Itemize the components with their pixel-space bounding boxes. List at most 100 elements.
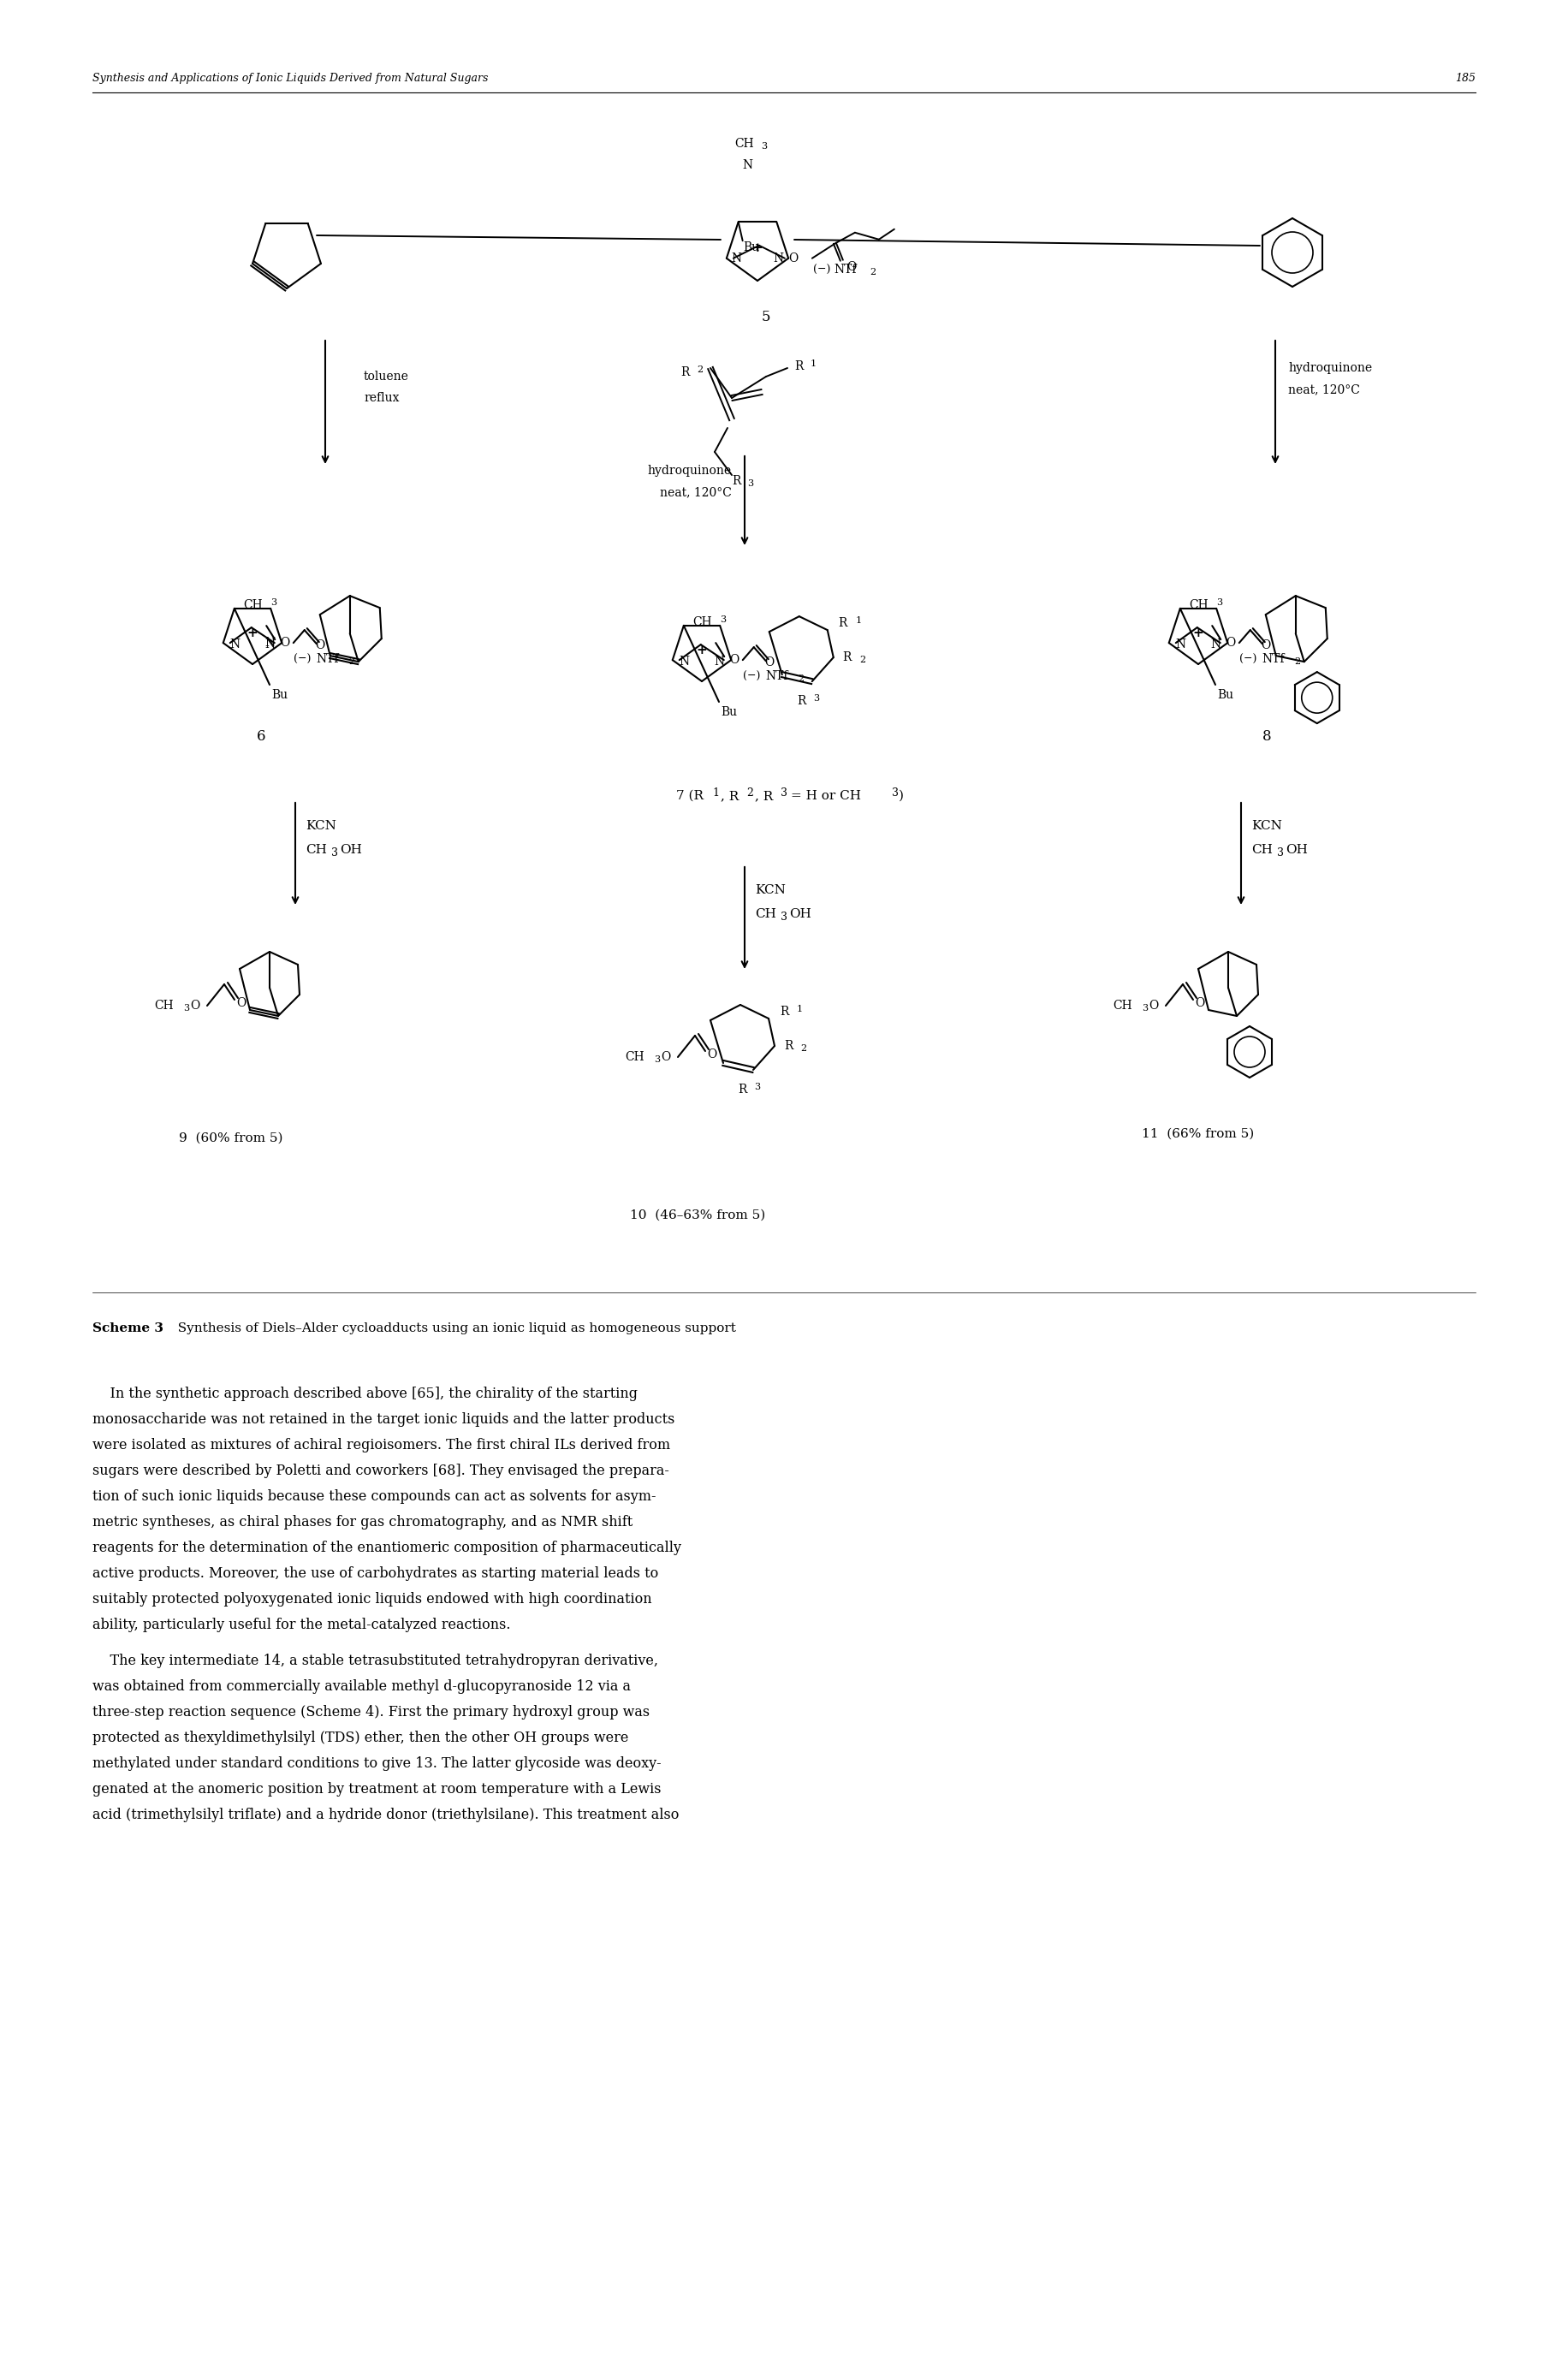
Text: 3: 3 (892, 786, 898, 798)
Text: (−): (−) (293, 653, 310, 665)
Text: (−): (−) (1239, 653, 1256, 665)
Text: 2: 2 (798, 675, 804, 682)
Text: protected as thexyldimethylsilyl (TDS) ether, then the other OH groups were: protected as thexyldimethylsilyl (TDS) e… (93, 1730, 629, 1746)
Text: +: + (248, 627, 259, 639)
Text: = H or CH: = H or CH (790, 789, 861, 803)
Text: O: O (1261, 639, 1270, 651)
Text: OH: OH (1286, 843, 1308, 855)
Text: 3: 3 (1276, 846, 1284, 858)
Text: CH: CH (624, 1050, 644, 1062)
Text: +: + (696, 644, 707, 656)
Text: Synthesis of Diels–Alder cycloadducts using an ionic liquid as homogeneous suppo: Synthesis of Diels–Alder cycloadducts us… (169, 1323, 735, 1335)
Text: three-step reaction sequence (Scheme 4). First the primary hydroxyl group was: three-step reaction sequence (Scheme 4).… (93, 1706, 649, 1720)
Text: N: N (713, 656, 724, 668)
Text: CH: CH (243, 599, 262, 611)
Text: R: R (681, 366, 690, 378)
Text: neat, 120°C: neat, 120°C (660, 487, 732, 499)
Text: 3: 3 (331, 846, 339, 858)
Text: 3: 3 (762, 143, 767, 150)
Text: 2: 2 (746, 786, 753, 798)
Text: R: R (732, 475, 740, 487)
Text: CH: CH (154, 1000, 174, 1012)
Text: O: O (1149, 1000, 1159, 1012)
Text: O: O (1226, 637, 1236, 649)
Text: R: R (839, 618, 847, 630)
Text: , R: , R (721, 789, 739, 803)
Text: 2: 2 (698, 366, 702, 373)
Text: CH: CH (1251, 843, 1273, 855)
Text: 3: 3 (1142, 1005, 1148, 1012)
Text: NTf: NTf (765, 670, 789, 682)
Text: R: R (737, 1083, 746, 1095)
Text: methylated under standard conditions to give 13. The latter glycoside was deoxy-: methylated under standard conditions to … (93, 1756, 662, 1770)
Text: 3: 3 (720, 615, 726, 625)
Text: CH: CH (1113, 1000, 1132, 1012)
Text: The key intermediate 14, a stable tetrasubstituted tetrahydropyran derivative,: The key intermediate 14, a stable tetras… (93, 1654, 659, 1668)
Text: KCN: KCN (1251, 820, 1283, 832)
Text: (−): (−) (743, 670, 760, 682)
Text: CH: CH (306, 843, 326, 855)
Text: 8: 8 (1262, 729, 1272, 744)
Text: acid (trimethylsilyl triflate) and a hydride donor (triethylsilane). This treatm: acid (trimethylsilyl triflate) and a hyd… (93, 1808, 679, 1822)
Text: KCN: KCN (306, 820, 336, 832)
Text: O: O (729, 653, 739, 665)
Text: suitably protected polyoxygenated ionic liquids endowed with high coordination: suitably protected polyoxygenated ionic … (93, 1592, 652, 1606)
Text: toluene: toluene (364, 371, 409, 383)
Text: NTf: NTf (1262, 653, 1284, 665)
Text: (−): (−) (812, 264, 831, 276)
Text: 11  (66% from 5): 11 (66% from 5) (1142, 1129, 1254, 1140)
Text: 3: 3 (183, 1005, 190, 1012)
Text: Scheme 3: Scheme 3 (93, 1323, 163, 1335)
Text: were isolated as mixtures of achiral regioisomers. The first chiral ILs derived : were isolated as mixtures of achiral reg… (93, 1437, 670, 1452)
Text: CH: CH (693, 615, 712, 627)
Text: N: N (773, 252, 784, 264)
Text: 3: 3 (654, 1055, 660, 1064)
Text: 3: 3 (1215, 599, 1221, 606)
Text: N: N (230, 639, 240, 651)
Text: N: N (742, 159, 753, 171)
Text: R: R (793, 361, 803, 373)
Text: NTf: NTf (834, 264, 858, 276)
Text: +: + (753, 242, 764, 254)
Text: , R: , R (754, 789, 773, 803)
Text: ): ) (898, 789, 903, 803)
Text: O: O (765, 656, 775, 668)
Text: O: O (315, 639, 325, 651)
Text: OH: OH (340, 843, 362, 855)
Text: N: N (679, 656, 690, 668)
Text: N: N (265, 637, 274, 649)
Text: 1: 1 (811, 359, 817, 368)
Text: tion of such ionic liquids because these compounds can act as solvents for asym-: tion of such ionic liquids because these… (93, 1490, 655, 1504)
Text: Bu: Bu (743, 242, 759, 254)
Text: 3: 3 (748, 480, 754, 487)
Text: metric syntheses, as chiral phases for gas chromatography, and as NMR shift: metric syntheses, as chiral phases for g… (93, 1516, 633, 1530)
Text: ability, particularly useful for the metal-catalyzed reactions.: ability, particularly useful for the met… (93, 1618, 511, 1632)
Text: 9  (60% from 5): 9 (60% from 5) (179, 1133, 284, 1145)
Text: 7 (R: 7 (R (676, 789, 704, 803)
Text: monosaccharide was not retained in the target ionic liquids and the latter produ: monosaccharide was not retained in the t… (93, 1411, 674, 1428)
Text: hydroquinone: hydroquinone (1289, 361, 1372, 373)
Text: O: O (190, 1000, 201, 1012)
Text: CH: CH (1189, 599, 1207, 611)
Text: O: O (1195, 998, 1204, 1010)
Text: Bu: Bu (1217, 689, 1234, 701)
Text: 6: 6 (257, 729, 265, 744)
Text: 2: 2 (870, 268, 877, 276)
Text: In the synthetic approach described above [65], the chirality of the starting: In the synthetic approach described abov… (93, 1388, 638, 1402)
Text: R: R (779, 1005, 789, 1017)
Text: O: O (847, 261, 856, 273)
Text: 1: 1 (855, 615, 861, 625)
Text: reagents for the determination of the enantiomeric composition of pharmaceutical: reagents for the determination of the en… (93, 1540, 681, 1556)
Text: CH: CH (754, 908, 776, 920)
Text: O: O (707, 1048, 717, 1060)
Text: 2: 2 (348, 658, 354, 665)
Text: +: + (1193, 627, 1204, 639)
Text: CH: CH (735, 138, 754, 150)
Text: 3: 3 (814, 694, 820, 703)
Text: N: N (1210, 639, 1221, 651)
Text: N: N (732, 252, 742, 264)
Text: 2: 2 (801, 1043, 806, 1053)
Text: 2: 2 (1295, 658, 1300, 665)
Text: hydroquinone: hydroquinone (648, 466, 732, 478)
Text: O: O (789, 252, 798, 264)
